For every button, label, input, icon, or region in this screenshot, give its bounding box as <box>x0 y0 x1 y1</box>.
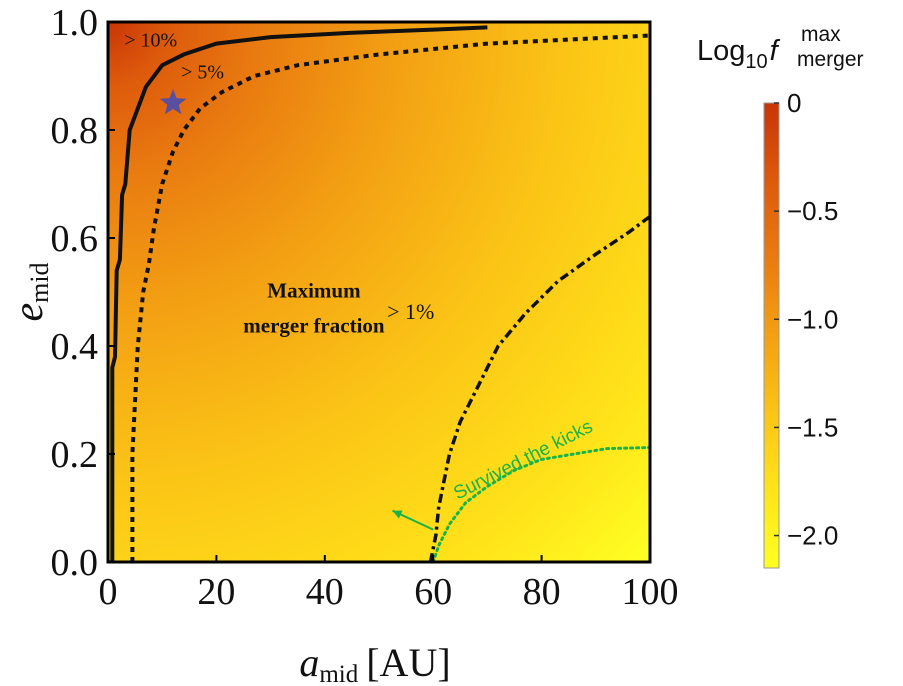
x-axis-label: amid [AU] <box>299 640 450 686</box>
y-tick-label: 0.6 <box>51 218 99 260</box>
colorbar-label-base: Log <box>697 35 745 67</box>
x-axis-ticks: 0 20 40 60 80 100 <box>99 555 679 613</box>
colorbar-label-var: f <box>770 35 781 67</box>
survived-arrow <box>392 509 434 531</box>
contour-label-1pct: > 1% <box>387 299 434 324</box>
x-axis-label-unit: [AU] <box>366 640 450 685</box>
colorbar-label-base-sub: 10 <box>745 51 767 73</box>
x-tick-label: 0 <box>99 571 118 613</box>
arrow-head <box>392 510 403 519</box>
colorbar-tick-label: −2.0 <box>787 521 838 551</box>
y-tick-label: 0.4 <box>51 326 99 368</box>
contour-lines <box>110 25 652 564</box>
y-tick-label: 0.2 <box>51 434 99 476</box>
colorbar-tick-label: −1.0 <box>787 304 838 334</box>
center-label-line2: merger fraction <box>243 314 385 338</box>
x-tick-label: 20 <box>197 571 235 613</box>
colorbar-label-subvar: merger <box>797 48 864 71</box>
y-tick-label: 1.0 <box>51 2 99 44</box>
y-axis-ticks: 0.0 0.2 0.4 0.6 0.8 1.0 <box>51 2 115 584</box>
center-label-line1: Maximum <box>267 278 361 302</box>
colorbar-ticks: 0 −0.5 −1.0 −1.5 −2.0 <box>774 88 838 551</box>
colorbar-tick-label: 0 <box>787 88 801 118</box>
colorbar-tick-label: −1.5 <box>787 412 838 442</box>
y-axis-label: emid <box>6 262 54 321</box>
colorbar-label-sup: max <box>801 23 841 46</box>
x-tick-label: 60 <box>414 571 452 613</box>
contour-solid <box>110 25 488 562</box>
star-marker <box>159 89 187 115</box>
contour-dashdot <box>428 214 652 563</box>
colorbar-tick-label: −0.5 <box>787 196 838 226</box>
x-axis-label-sub: mid <box>319 661 358 686</box>
y-tick-label: 0.8 <box>51 110 99 152</box>
plot-frame <box>106 20 652 564</box>
contour-dotted-green <box>431 446 652 564</box>
x-axis-label-main: a <box>299 640 319 685</box>
y-axis-label-sub: mid <box>25 262 54 302</box>
contour-dashed <box>130 33 651 562</box>
contour-label-5pct: > 5% <box>181 62 224 84</box>
contour-label-10pct: > 10% <box>124 29 177 51</box>
x-tick-label: 80 <box>523 571 561 613</box>
x-tick-label: 40 <box>306 571 344 613</box>
x-tick-label: 100 <box>622 571 679 613</box>
marker-layer <box>159 89 187 115</box>
y-axis-label-main: e <box>6 303 52 322</box>
y-tick-label: 0.0 <box>51 542 99 584</box>
colorbar-label: Log10f <box>697 35 781 73</box>
heatmap-area <box>108 22 650 562</box>
colorbar <box>763 102 780 569</box>
